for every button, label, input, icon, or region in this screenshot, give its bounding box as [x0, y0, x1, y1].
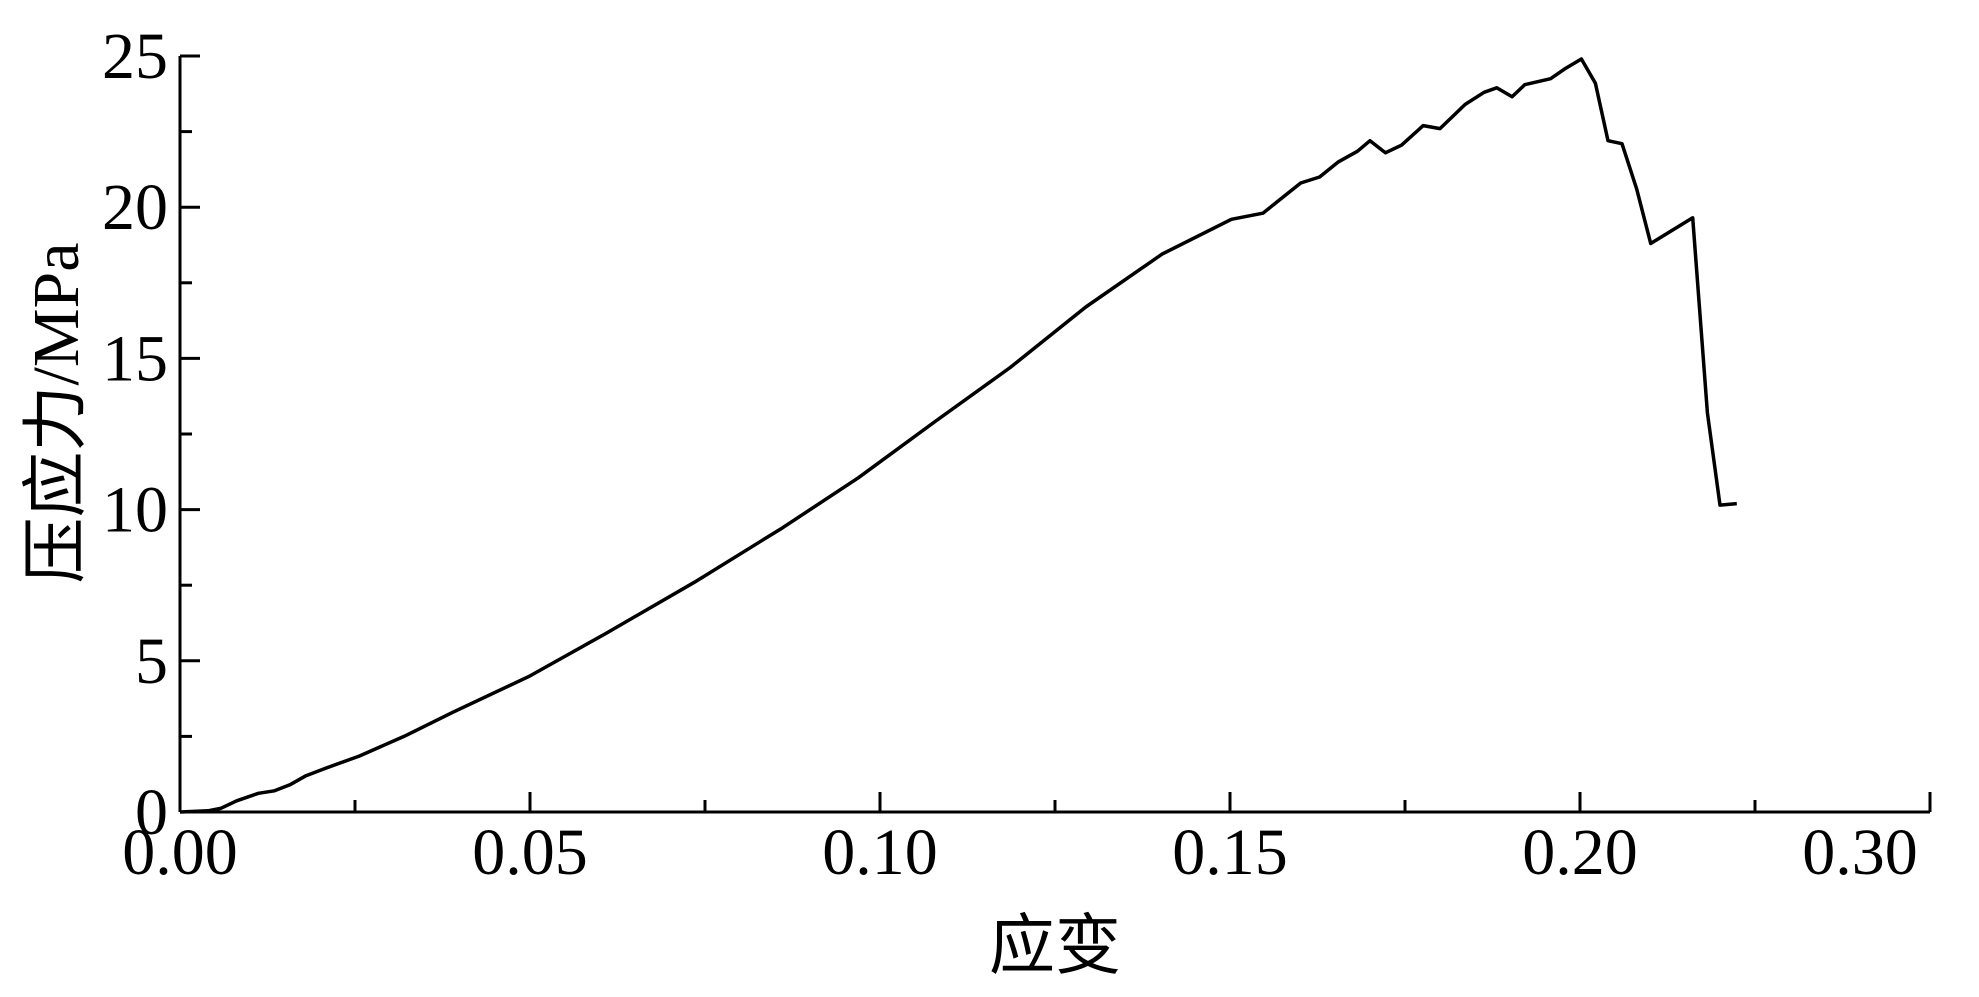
y-tick-label: 0: [135, 776, 168, 849]
y-tick-label: 10: [102, 474, 168, 547]
x-tick-label: 0.10: [822, 816, 938, 889]
y-tick-label: 5: [135, 625, 168, 698]
x-tick-label: 0.15: [1172, 816, 1288, 889]
x-axis-label: 应变: [989, 910, 1121, 983]
y-tick-label: 20: [102, 171, 168, 244]
x-tick-label: 0.30: [1802, 816, 1918, 889]
x-tick-label: 0.00: [122, 816, 238, 889]
y-axis-label: 压应力/MPa: [20, 242, 93, 583]
x-tick-label: 0.05: [472, 816, 588, 889]
x-tick-label: 0.20: [1522, 816, 1638, 889]
data-line: [179, 57, 1737, 814]
y-tick-label: 15: [102, 322, 168, 395]
y-tick-label: 25: [102, 20, 168, 93]
